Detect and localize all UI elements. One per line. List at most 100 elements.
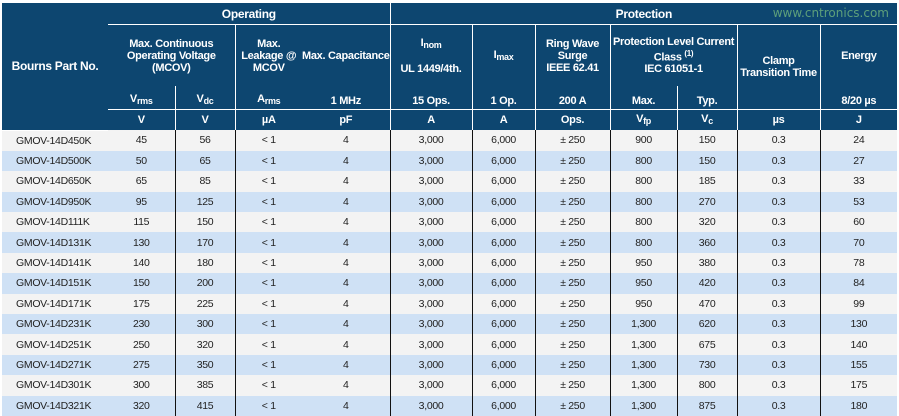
value-cell: ± 250 <box>534 314 611 335</box>
header-leakage: Max. Leakage @ MCOV <box>234 24 302 86</box>
value-cell: 300 <box>174 314 235 335</box>
value-cell: 420 <box>676 273 738 294</box>
value-cell: 800 <box>609 191 678 213</box>
value-cell: 4 <box>302 334 391 355</box>
value-cell: 6,000 <box>471 293 536 315</box>
value-cell: 150 <box>174 212 235 233</box>
value-cell: < 1 <box>234 191 302 213</box>
value-cell: ± 250 <box>534 354 611 376</box>
part-number-cell: GMOV-14D141K <box>2 252 108 274</box>
table-row: GMOV-14D650K 65 85 < 1 4 3,000 6,000 ± 250 800 18… <box>2 171 898 192</box>
sub-max: Max. <box>609 86 678 110</box>
value-cell: 1,300 <box>609 334 678 355</box>
value-cell: 275 <box>108 354 175 376</box>
value-cell: 3,000 <box>389 150 473 172</box>
value-cell: 800 <box>609 212 678 233</box>
value-cell: < 1 <box>234 130 302 151</box>
group-protection: Protection <box>389 3 898 25</box>
part-number-cell: GMOV-14D231K <box>2 314 108 335</box>
header-protection-level: Protection Level Current Class (1) IEC 61… <box>609 24 738 86</box>
value-cell: 470 <box>676 293 738 315</box>
table-row: GMOV-14D171K 175 225 < 1 4 3,000 6,000 ± 250 950… <box>2 293 898 315</box>
value-cell: 170 <box>174 232 235 253</box>
part-number-cell: GMOV-14D131K <box>2 232 108 253</box>
value-cell: 4 <box>302 293 391 315</box>
value-cell: 320 <box>174 334 235 355</box>
unit-vfp: Vfp <box>609 109 678 130</box>
value-cell: 24 <box>819 130 898 151</box>
watermark: www.cntronics.com <box>772 6 889 20</box>
value-cell: ± 250 <box>534 150 611 172</box>
value-cell: < 1 <box>234 212 302 233</box>
part-number-cell: GMOV-14D321K <box>2 395 108 416</box>
value-cell: 900 <box>609 130 678 151</box>
value-cell: 4 <box>302 130 391 151</box>
value-cell: 270 <box>676 191 738 213</box>
table-row: GMOV-14D321K 320 415 < 1 4 3,000 6,000 ± 250 1,3… <box>2 395 898 416</box>
value-cell: ± 250 <box>534 171 611 192</box>
value-cell: 320 <box>676 212 738 233</box>
part-number-cell: GMOV-14D650K <box>2 171 108 192</box>
value-cell: 175 <box>108 293 175 315</box>
value-cell: 180 <box>174 252 235 274</box>
value-cell: 3,000 <box>389 354 473 376</box>
value-cell: 415 <box>174 395 235 416</box>
unit-ops: Ops. <box>534 109 611 130</box>
value-cell: 300 <box>108 375 175 396</box>
value-cell: 65 <box>108 171 175 192</box>
value-cell: 115 <box>108 212 175 233</box>
varistor-spec-table: Bourns Part No. Operating Protection Max… <box>2 3 898 416</box>
value-cell: < 1 <box>234 395 302 416</box>
header-ring-wave: Ring Wave Surge IEEE 62.41 <box>534 24 611 86</box>
part-number-cell: GMOV-14D500K <box>2 150 108 172</box>
value-cell: < 1 <box>234 150 302 172</box>
value-cell: 33 <box>819 171 898 192</box>
value-cell: 385 <box>174 375 235 396</box>
value-cell: 1,300 <box>609 314 678 335</box>
value-cell: 1,300 <box>609 354 678 376</box>
value-cell: 4 <box>302 171 391 192</box>
value-cell: 3,000 <box>389 314 473 335</box>
value-cell: < 1 <box>234 314 302 335</box>
value-cell: ± 250 <box>534 232 611 253</box>
part-number-cell: GMOV-14D950K <box>2 191 108 213</box>
value-cell: < 1 <box>234 273 302 294</box>
value-cell: 4 <box>302 212 391 233</box>
value-cell: 99 <box>819 293 898 315</box>
value-cell: ± 250 <box>534 375 611 396</box>
part-number-cell: GMOV-14D450K <box>2 130 108 151</box>
value-cell: 950 <box>609 252 678 274</box>
value-cell: 4 <box>302 232 391 253</box>
value-cell: 3,000 <box>389 212 473 233</box>
value-cell: 3,000 <box>389 171 473 192</box>
value-cell: 3,000 <box>389 232 473 253</box>
value-cell: ± 250 <box>534 212 611 233</box>
value-cell: < 1 <box>234 232 302 253</box>
header-imax: Imax <box>471 24 536 86</box>
sub-inom-ops: 15 Ops. <box>389 86 473 110</box>
value-cell: 60 <box>819 212 898 233</box>
value-cell: 6,000 <box>471 314 536 335</box>
sub-ring-current: 200 A <box>534 86 611 110</box>
value-cell: 320 <box>108 395 175 416</box>
value-cell: 800 <box>609 232 678 253</box>
sub-vrms: Vrms <box>108 86 175 110</box>
value-cell: 730 <box>676 354 738 376</box>
value-cell: 360 <box>676 232 738 253</box>
value-cell: 150 <box>108 273 175 294</box>
value-cell: 950 <box>609 293 678 315</box>
value-cell: 155 <box>819 354 898 376</box>
value-cell: 800 <box>676 375 738 396</box>
header-part-no: Bourns Part No. <box>2 3 108 131</box>
header-clamp-time: Clamp Transition Time <box>736 24 821 110</box>
value-cell: 150 <box>676 130 738 151</box>
table-row: GMOV-14D141K 140 180 < 1 4 3,000 6,000 ± 250 950… <box>2 252 898 274</box>
value-cell: 0.3 <box>736 375 821 396</box>
value-cell: ± 250 <box>534 293 611 315</box>
sub-vdc: Vdc <box>174 86 235 110</box>
value-cell: 185 <box>676 171 738 192</box>
value-cell: 4 <box>302 252 391 274</box>
value-cell: 800 <box>609 171 678 192</box>
value-cell: 84 <box>819 273 898 294</box>
value-cell: 3,000 <box>389 293 473 315</box>
